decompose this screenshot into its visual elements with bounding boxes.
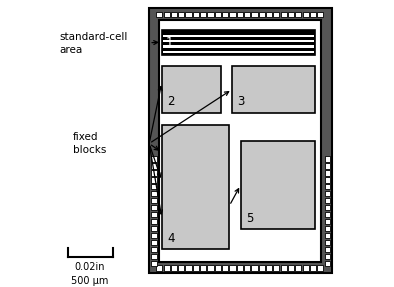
Bar [266,11,272,17]
Bar [281,11,287,17]
Text: 500 μm: 500 μm [71,276,109,286]
Bar [237,11,243,17]
Bar [310,11,316,17]
Bar [163,40,314,42]
Bar [325,156,330,162]
Bar [325,170,330,176]
Bar [222,11,228,17]
Bar [151,240,157,245]
Text: 3: 3 [237,95,245,108]
Bar [251,265,258,271]
Bar [258,265,265,271]
Bar [244,11,250,17]
Bar [266,265,272,271]
Bar [151,191,157,196]
Bar [163,34,314,37]
Bar [163,51,314,53]
Bar [164,265,170,271]
Bar [258,11,265,17]
Bar [325,177,330,183]
Bar [325,163,330,169]
Bar [164,11,170,17]
Bar [232,66,315,113]
Bar [241,141,315,229]
Text: 0.02in: 0.02in [75,262,105,272]
Bar [151,170,157,176]
Bar [151,226,157,231]
Bar [222,265,228,271]
Bar [303,265,309,271]
Bar [325,198,330,203]
Bar [171,265,177,271]
Bar [325,219,330,224]
Bar [237,265,243,271]
Bar [325,226,330,231]
Bar [229,11,236,17]
Bar [151,247,157,252]
Bar [273,265,279,271]
Bar [325,184,330,189]
Text: 4: 4 [167,232,175,245]
Bar [288,265,294,271]
Bar [193,11,199,17]
Bar [162,30,315,55]
Bar [162,66,221,113]
Bar [200,11,206,17]
Bar [151,184,157,189]
Text: standard-cell
area: standard-cell area [59,32,128,55]
Bar [151,156,157,162]
Text: 2: 2 [167,95,175,108]
Bar [151,219,157,224]
Bar [215,11,221,17]
Text: 1: 1 [165,36,173,49]
Bar [186,265,191,271]
Bar [273,11,279,17]
Bar [295,265,301,271]
Bar [325,254,330,259]
Bar [151,205,157,210]
Bar [317,265,323,271]
Bar [151,261,157,266]
Bar [151,254,157,259]
Bar [156,11,162,17]
Bar [162,125,229,249]
Bar [178,11,184,17]
Bar [303,11,309,17]
Bar [159,20,321,262]
Bar [151,163,157,169]
Text: 5: 5 [246,212,253,225]
Bar [281,265,287,271]
Bar [317,11,323,17]
Bar [163,45,314,48]
Bar [149,8,332,273]
Bar [151,212,157,217]
Bar [310,265,316,271]
Bar [325,212,330,217]
Bar [288,11,294,17]
Bar [325,247,330,252]
Bar [325,261,330,266]
Bar [244,265,250,271]
Bar [156,265,162,271]
Bar [325,233,330,238]
Bar [251,11,258,17]
Text: fixed
blocks: fixed blocks [73,132,106,155]
Bar [215,265,221,271]
Bar [171,11,177,17]
Bar [151,177,157,183]
Bar [193,265,199,271]
Bar [207,265,214,271]
Bar [178,265,184,271]
Bar [200,265,206,271]
Bar [186,11,191,17]
Bar [295,11,301,17]
Bar [325,191,330,196]
Bar [229,265,236,271]
Bar [325,205,330,210]
Bar [325,240,330,245]
Bar [151,198,157,203]
Bar [151,233,157,238]
Bar [207,11,214,17]
